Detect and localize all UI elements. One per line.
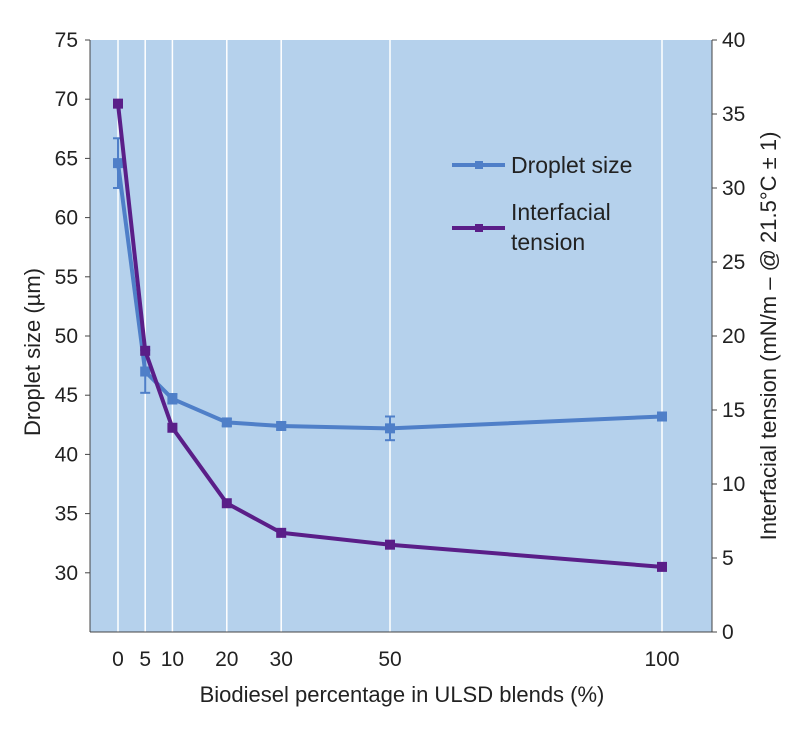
left-tick-label-30: 30 xyxy=(55,562,78,585)
left-tick-label-60: 60 xyxy=(55,207,78,230)
x-tick-label-10: 10 xyxy=(161,648,184,671)
x-tick-label-50: 50 xyxy=(378,648,401,671)
data-point-droplet-size-30 xyxy=(276,420,287,431)
data-point-interfacial-tension-10 xyxy=(167,422,178,433)
data-point-droplet-size-50 xyxy=(385,423,395,434)
x-tick-label-100: 100 xyxy=(644,648,679,671)
legend-label-interfacial-tension-line2: tension xyxy=(511,229,585,255)
data-point-interfacial-tension-100 xyxy=(657,561,667,572)
left-tick-label-50: 50 xyxy=(55,325,78,348)
x-axis-title: Biodiesel percentage in ULSD blends (%) xyxy=(200,682,605,707)
right-tick-label-5: 5 xyxy=(722,547,734,570)
legend-label-interfacial-tension-line1: Interfacial xyxy=(511,199,611,225)
plot-background xyxy=(90,40,712,632)
left-tick-label-65: 65 xyxy=(55,147,78,170)
left-axis-title: Droplet size (µm) xyxy=(20,268,45,436)
x-tick-label-0: 0 xyxy=(112,648,124,671)
legend-marker-interfacial-tension xyxy=(475,224,483,232)
left-tick-label-40: 40 xyxy=(55,443,78,466)
data-point-droplet-size-10 xyxy=(167,393,178,404)
right-tick-label-20: 20 xyxy=(722,325,745,348)
right-tick-label-40: 40 xyxy=(722,29,745,52)
right-tick-label-0: 0 xyxy=(722,621,734,644)
left-tick-label-55: 55 xyxy=(55,266,78,289)
data-point-droplet-size-20 xyxy=(221,417,232,428)
right-tick-label-35: 35 xyxy=(722,103,745,126)
left-tick-label-75: 75 xyxy=(55,29,78,52)
data-point-interfacial-tension-5 xyxy=(140,345,151,356)
right-tick-label-25: 25 xyxy=(722,251,745,274)
data-point-interfacial-tension-30 xyxy=(276,527,287,538)
right-tick-label-15: 15 xyxy=(722,399,745,422)
x-tick-label-30: 30 xyxy=(270,648,293,671)
right-axis-title: Interfacial tension (mN/m – @ 21.5°C ± 1… xyxy=(756,132,781,541)
right-tick-label-30: 30 xyxy=(722,177,745,200)
data-point-interfacial-tension-20 xyxy=(221,498,232,509)
x-tick-label-5: 5 xyxy=(139,648,151,671)
data-point-interfacial-tension-50 xyxy=(385,539,395,550)
right-tick-label-10: 10 xyxy=(722,473,745,496)
legend-marker-droplet-size xyxy=(475,161,483,169)
data-point-droplet-size-5 xyxy=(140,366,151,377)
data-point-droplet-size-100 xyxy=(657,411,667,422)
data-point-interfacial-tension-0 xyxy=(113,98,123,109)
left-tick-label-70: 70 xyxy=(55,88,78,111)
x-tick-label-20: 20 xyxy=(215,648,238,671)
left-tick-label-35: 35 xyxy=(55,503,78,526)
data-point-droplet-size-0 xyxy=(113,158,123,169)
legend-label-droplet-size: Droplet size xyxy=(511,152,632,178)
left-tick-label-45: 45 xyxy=(55,384,78,407)
